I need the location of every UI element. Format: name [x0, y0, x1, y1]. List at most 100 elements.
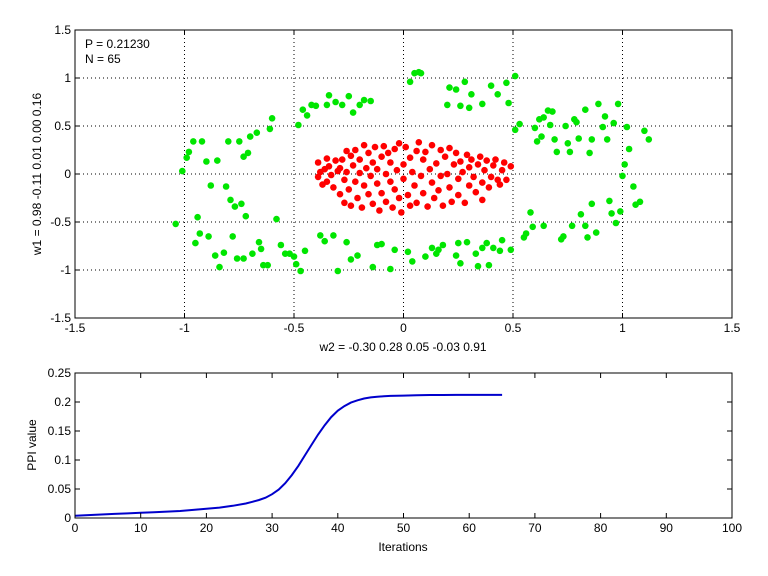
red-scatter-point [459, 168, 466, 176]
green-scatter-point [446, 84, 453, 91]
line-y-tick-label: 0.05 [48, 482, 72, 496]
scatter-plot: -1.5 -1 -0.5 0 0.5 1 1.5 -1.5 -1 -0.5 0 0.5 1 1.5 P =… [30, 23, 741, 354]
green-scatter-point [490, 244, 497, 252]
scatter-x-tick-label: 1 [619, 321, 626, 335]
green-scatter-point [619, 172, 626, 180]
green-scatter-point [303, 112, 311, 119]
green-scatter-point [249, 250, 256, 257]
red-scatter-point [448, 198, 456, 206]
green-scatter-point [496, 247, 504, 255]
green-scatter-point [612, 219, 620, 227]
green-scatter-point [207, 182, 215, 189]
scatter-x-tick-label: 0.5 [505, 321, 522, 335]
green-scatter-point [553, 148, 561, 156]
red-scatter-point [468, 156, 475, 163]
green-scatter-point [354, 252, 361, 259]
red-scatter-point [356, 156, 364, 163]
red-scatter-point [398, 209, 405, 216]
red-scatter-point [470, 173, 477, 181]
green-scatter-point [562, 122, 569, 130]
green-scatter-point [196, 230, 204, 237]
red-scatter-point [314, 159, 322, 166]
red-scatter-point [413, 199, 420, 207]
green-scatter-point [533, 138, 541, 145]
green-scatter-point [617, 208, 624, 215]
green-scatter-point [623, 123, 631, 131]
red-scatter-point [391, 186, 399, 193]
red-scatter-point [389, 204, 396, 211]
green-scatter-point [338, 101, 346, 109]
scatter-y-tick-label: -0.5 [50, 215, 71, 229]
red-scatter-point [380, 142, 388, 150]
green-scatter-point [360, 96, 368, 104]
scatter-y-tick-label: 0 [64, 167, 71, 181]
green-scatter-point [404, 248, 412, 256]
green-scatter-point [516, 120, 523, 128]
green-scatter-point [255, 238, 263, 246]
scatter-x-tick-label: -1.5 [65, 321, 86, 335]
green-scatter-point [511, 72, 519, 80]
line-x-axis-label: Iterations [378, 540, 427, 554]
scatter-grid [75, 30, 732, 318]
green-scatter-point [575, 135, 582, 142]
red-scatter-point [465, 164, 473, 171]
red-scatter-point [336, 164, 344, 172]
red-scatter-point [492, 156, 499, 163]
scatter-points [172, 68, 653, 275]
green-scatter-point [505, 99, 512, 107]
green-scatter-point [387, 265, 394, 273]
red-scatter-point [365, 190, 372, 198]
green-scatter-point [592, 229, 600, 236]
red-scatter-point [332, 157, 339, 164]
green-scatter-point [244, 149, 252, 157]
red-scatter-point [479, 179, 486, 186]
green-scatter-point [630, 183, 637, 190]
red-scatter-point [352, 146, 359, 154]
green-scatter-point [225, 138, 232, 145]
red-scatter-point [457, 158, 464, 165]
green-scatter-point [527, 209, 534, 216]
green-scatter-point [582, 106, 589, 113]
line-x-tick-label: 80 [594, 521, 608, 535]
green-scatter-point [573, 118, 580, 126]
line-x-tick-label: 10 [134, 521, 148, 535]
red-scatter-point [426, 165, 434, 173]
green-scatter-point [494, 91, 502, 98]
green-scatter-point [266, 125, 274, 133]
red-scatter-point [498, 166, 506, 174]
green-scatter-point [472, 250, 480, 257]
green-scatter-point [257, 245, 265, 253]
green-scatter-point [406, 78, 414, 86]
green-scatter-point [185, 148, 193, 156]
red-scatter-point [365, 149, 372, 157]
line-y-tick-label: 0.25 [48, 366, 72, 380]
green-scatter-point [479, 244, 486, 252]
green-scatter-point [531, 124, 539, 132]
red-scatter-point [450, 161, 458, 168]
green-scatter-point [452, 252, 460, 259]
green-scatter-point [240, 255, 247, 262]
red-scatter-point [367, 172, 375, 180]
green-scatter-point [479, 100, 486, 108]
red-scatter-point [400, 161, 407, 168]
green-scatter-point [203, 158, 210, 165]
green-scatter-point [330, 232, 337, 239]
green-scatter-point [273, 215, 280, 223]
red-scatter-point [395, 140, 403, 147]
green-scatter-point [645, 136, 653, 143]
red-scatter-point [327, 171, 335, 179]
line-x-tick-label: 60 [463, 521, 477, 535]
green-scatter-point [601, 113, 609, 120]
line-x-tick-label: 20 [200, 521, 214, 535]
green-scatter-point [292, 260, 300, 268]
red-scatter-point [411, 182, 418, 189]
green-scatter-point [465, 104, 473, 112]
green-scatter-point [172, 220, 179, 228]
green-scatter-point [511, 126, 519, 134]
scatter-y-tick-label: -1.5 [50, 311, 71, 325]
red-scatter-point [487, 173, 495, 181]
green-scatter-point [551, 136, 558, 143]
red-scatter-point [373, 165, 381, 173]
green-scatter-point [190, 138, 197, 145]
red-scatter-point [463, 151, 471, 159]
